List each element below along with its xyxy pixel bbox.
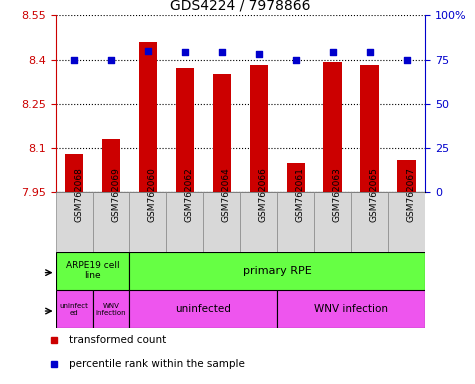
Bar xyxy=(277,290,425,328)
Point xyxy=(181,50,189,56)
Bar xyxy=(102,139,120,192)
Bar xyxy=(176,68,194,192)
Bar xyxy=(249,65,268,192)
Text: primary RPE: primary RPE xyxy=(243,266,312,276)
Text: GSM762068: GSM762068 xyxy=(74,167,83,222)
Text: transformed count: transformed count xyxy=(69,335,166,345)
Bar xyxy=(166,192,203,252)
Bar xyxy=(93,290,130,328)
Bar xyxy=(361,65,379,192)
Text: GSM762065: GSM762065 xyxy=(370,167,379,222)
Text: WNV
infection: WNV infection xyxy=(95,303,126,316)
Bar xyxy=(93,192,130,252)
Text: uninfected: uninfected xyxy=(175,304,231,314)
Text: GSM762060: GSM762060 xyxy=(148,167,157,222)
Bar xyxy=(56,192,93,252)
Text: GSM762067: GSM762067 xyxy=(407,167,416,222)
Bar xyxy=(323,63,342,192)
Text: WNV infection: WNV infection xyxy=(314,304,388,314)
Bar xyxy=(139,42,157,192)
Point xyxy=(218,50,226,56)
Text: GSM762064: GSM762064 xyxy=(222,167,231,222)
Bar xyxy=(351,192,388,252)
Text: uninfect
ed: uninfect ed xyxy=(60,303,88,316)
Point xyxy=(107,56,115,63)
Point xyxy=(366,50,373,56)
Bar xyxy=(277,192,314,252)
Point xyxy=(329,50,337,56)
Point xyxy=(144,48,152,54)
Text: GSM762061: GSM762061 xyxy=(296,167,305,222)
Point xyxy=(403,56,410,63)
Bar xyxy=(286,162,305,192)
Text: GSM762063: GSM762063 xyxy=(333,167,342,222)
Bar xyxy=(65,154,83,192)
Bar xyxy=(130,252,425,290)
Bar xyxy=(213,74,231,192)
Point xyxy=(255,51,263,57)
Bar xyxy=(56,290,93,328)
Point xyxy=(70,56,78,63)
Bar xyxy=(388,192,425,252)
Bar xyxy=(130,192,166,252)
Bar xyxy=(240,192,277,252)
Title: GDS4224 / 7978866: GDS4224 / 7978866 xyxy=(170,0,311,13)
Bar xyxy=(203,192,240,252)
Point xyxy=(292,56,300,63)
Text: GSM762069: GSM762069 xyxy=(111,167,120,222)
Bar xyxy=(130,290,277,328)
Bar xyxy=(56,252,130,290)
Bar xyxy=(398,160,416,192)
Bar xyxy=(314,192,351,252)
Text: GSM762062: GSM762062 xyxy=(185,167,194,222)
Text: GSM762066: GSM762066 xyxy=(259,167,268,222)
Text: ARPE19 cell
line: ARPE19 cell line xyxy=(66,261,119,280)
Text: percentile rank within the sample: percentile rank within the sample xyxy=(69,359,245,369)
